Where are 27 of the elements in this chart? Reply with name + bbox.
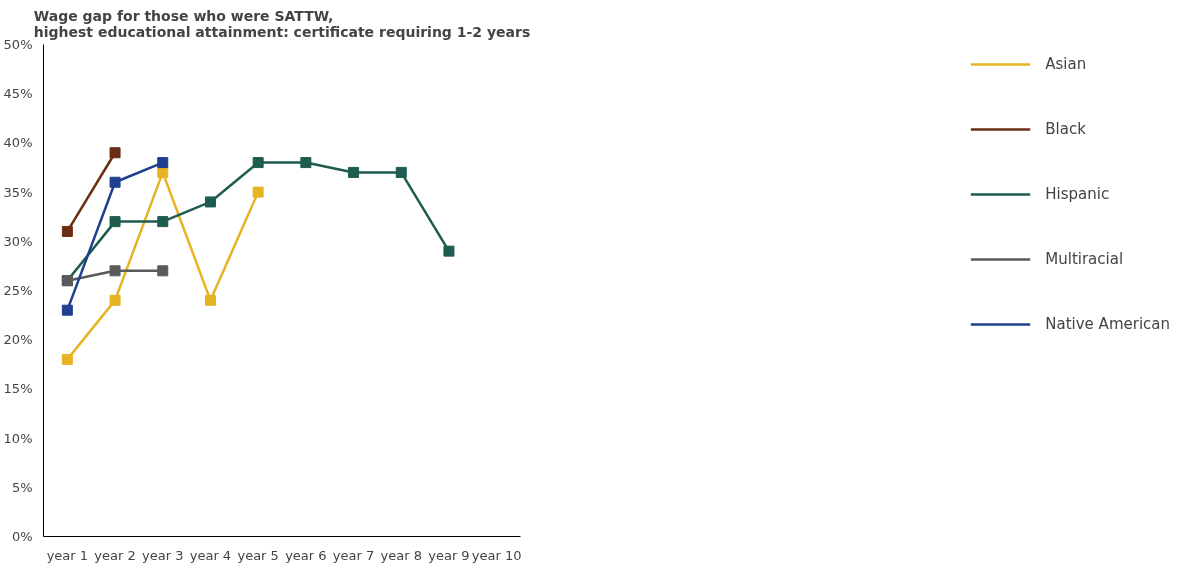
- legend-label: Multiracial: [1045, 250, 1124, 268]
- x-tick-label: year 10: [471, 547, 522, 563]
- y-tick-label: 45%: [3, 86, 33, 102]
- x-tick-label: year 6: [285, 547, 327, 563]
- y-tick-label: 15%: [3, 381, 33, 397]
- chart-title: Wage gap for those who were SATTW, highest educational attainment: certificate requiring 1-2 years: [33, 7, 531, 40]
- x-tick-label: year 3: [142, 547, 184, 563]
- y-tick-label: 0%: [11, 529, 33, 544]
- x-tick-label: year 8: [380, 547, 422, 563]
- y-tick-label: 40%: [3, 135, 33, 151]
- y-tick-label: 30%: [3, 233, 33, 249]
- x-tick-label: year 9: [428, 547, 470, 563]
- y-tick-label: 5%: [11, 479, 33, 495]
- legend-label: Black: [1045, 120, 1086, 138]
- x-tick-label: year 2: [94, 547, 136, 563]
- x-tick-label: year 4: [189, 547, 232, 563]
- x-tick-label: year 5: [237, 547, 279, 563]
- y-tick-label: 10%: [3, 430, 33, 446]
- y-tick-label: 50%: [3, 37, 33, 52]
- legend-label: Asian: [1045, 55, 1087, 73]
- legend-label: Hispanic: [1045, 185, 1110, 203]
- y-tick-label: 25%: [3, 283, 33, 298]
- y-tick-label: 35%: [3, 184, 33, 200]
- x-tick-label: year 1: [46, 547, 89, 563]
- y-tick-label: 20%: [3, 332, 33, 348]
- legend-label: Native American: [1045, 315, 1170, 333]
- x-tick-label: year 7: [332, 547, 375, 563]
